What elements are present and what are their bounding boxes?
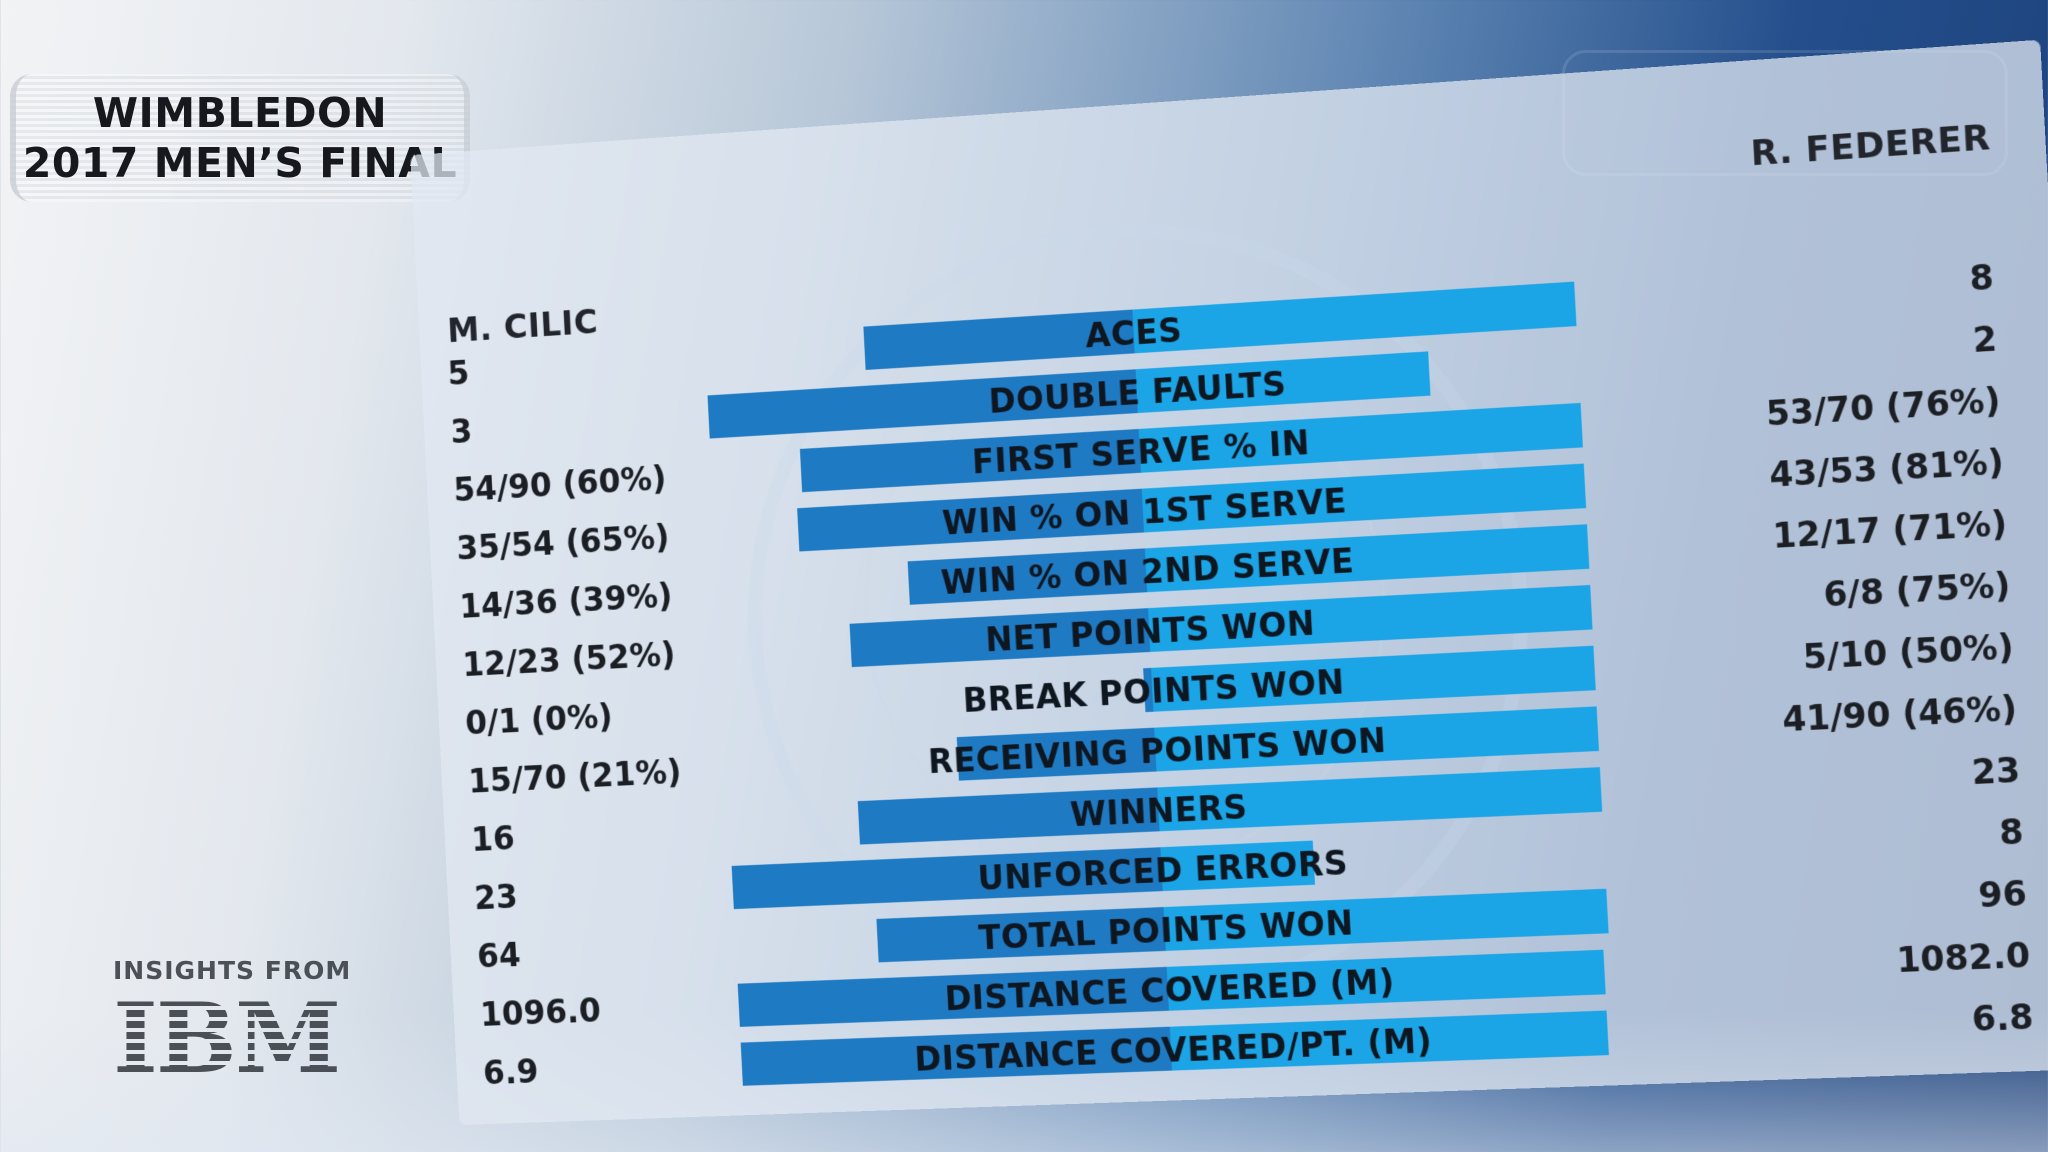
right-value-label: 43/53 (81%) — [1768, 441, 2005, 495]
left-value-label: 0/1 (0%) — [464, 696, 614, 743]
right-value-label: 23 — [1970, 750, 2022, 793]
left-value-label: 54/90 (60%) — [452, 458, 668, 510]
right-value-label: 5/10 (50%) — [1801, 626, 2015, 678]
ibm-branding: INSIGHTS FROM IBM — [113, 956, 352, 1087]
left-value-label: 23 — [473, 877, 519, 918]
left-value-label: 35/54 (65%) — [455, 517, 671, 568]
right-value-label: 6/8 (75%) — [1822, 565, 2012, 615]
stats-panel: M. CILIC R. FEDERER 5 8 ACES 3 2 DOUBLE FAULT… — [410, 39, 2048, 1126]
stat-category-label: DISTANCE COVERED (M) — [943, 961, 1396, 1019]
title-line-1: WIMBLEDON — [92, 89, 388, 137]
right-value-label: 12/17 (71%) — [1771, 503, 2008, 556]
left-value-label: 64 — [476, 935, 522, 976]
right-value-label: 41/90 (46%) — [1781, 688, 2018, 740]
right-value-label: 6.8 — [1970, 996, 2035, 1040]
title-line-2: 2017 MEN’S FINAL — [22, 139, 458, 187]
right-value-label: 8 — [1968, 257, 1995, 299]
right-value-label: 2 — [1971, 318, 1999, 361]
right-value-label: 53/70 (76%) — [1765, 380, 2002, 434]
stat-category-label: ACES — [1084, 310, 1184, 356]
stat-category-label: UNFORCED ERRORS — [976, 843, 1350, 898]
left-value-label: 5 — [446, 353, 471, 393]
left-value-label: 15/70 (21%) — [467, 752, 683, 801]
left-value-label: 1096.0 — [479, 991, 602, 1034]
stat-category-label: WINNERS — [1069, 787, 1249, 835]
left-value-label: 3 — [449, 411, 474, 451]
right-value-label: 8 — [1998, 811, 2025, 853]
left-value-label: 16 — [470, 818, 516, 859]
title-box: WIMBLEDON 2017 MEN’S FINAL — [10, 74, 470, 202]
insights-caption: INSIGHTS FROM — [113, 956, 352, 985]
right-value-label: 1082.0 — [1895, 935, 2032, 981]
left-value-label: 6.9 — [482, 1052, 540, 1093]
left-value-label: 14/36 (39%) — [458, 576, 674, 626]
right-value-label: 96 — [1977, 873, 2028, 916]
stat-category-label: TOTAL POINTS WON — [977, 903, 1355, 958]
left-value-label: 12/23 (52%) — [461, 634, 677, 684]
stat-category-label: NET POINTS WON — [984, 603, 1316, 660]
ibm-logo: IBM — [113, 991, 351, 1087]
